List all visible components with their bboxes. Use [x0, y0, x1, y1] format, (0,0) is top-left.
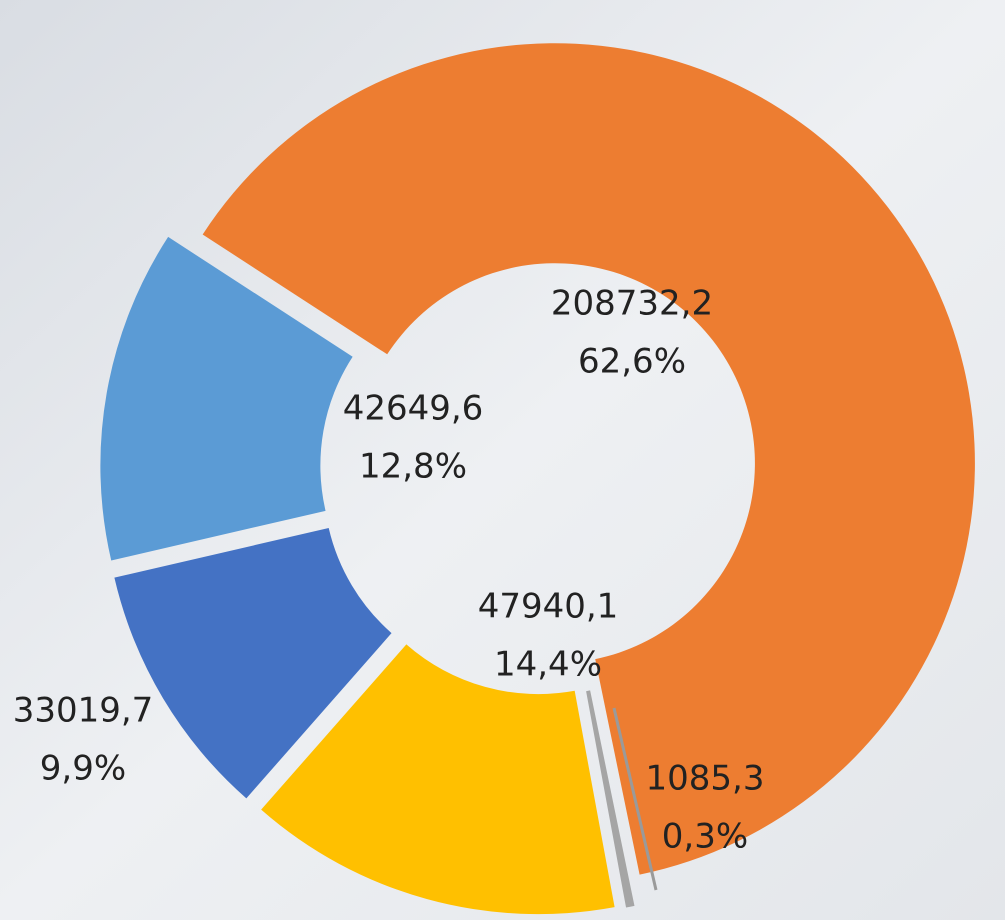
donut-slice	[202, 43, 975, 875]
donut-slice	[261, 644, 615, 915]
donut-slice	[100, 236, 353, 561]
percent-label: 9,9%	[40, 749, 126, 789]
percent-label: 0,3%	[662, 817, 748, 857]
leader-line	[612, 707, 658, 891]
value-label: 47940,1	[478, 587, 619, 627]
percent-label: 14,4%	[494, 645, 602, 685]
value-label: 208732,2	[551, 284, 713, 324]
value-label: 42649,6	[343, 389, 484, 429]
percent-label: 12,8%	[359, 447, 467, 487]
value-label: 1085,3	[646, 759, 765, 799]
percent-label: 62,6%	[578, 342, 686, 382]
value-label: 33019,7	[13, 691, 154, 731]
donut-slice	[586, 690, 635, 908]
donut-slice	[114, 527, 392, 799]
